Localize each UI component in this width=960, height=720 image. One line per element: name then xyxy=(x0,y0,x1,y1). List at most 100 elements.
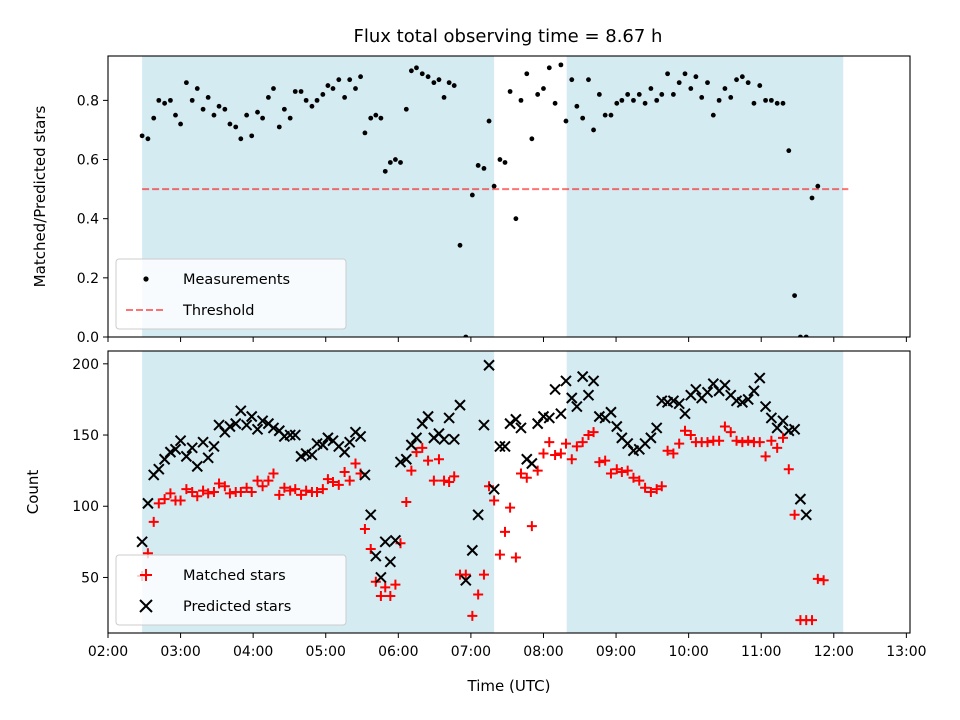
matched-star-point xyxy=(285,485,296,496)
measurement-point xyxy=(292,89,298,94)
predicted-star-point xyxy=(466,544,479,557)
predicted-star-point xyxy=(555,407,567,420)
measurement-point xyxy=(798,334,803,337)
legend-entry-label: Predicted stars xyxy=(183,599,291,615)
matched-star-point xyxy=(651,484,662,495)
matched-star-point xyxy=(359,524,370,535)
matched-star-point xyxy=(279,482,290,493)
measurement-point xyxy=(373,112,379,118)
predicted-star-point xyxy=(370,550,382,562)
measurement-point xyxy=(238,136,244,142)
matched-star-point xyxy=(743,435,754,446)
measurement-point xyxy=(757,83,763,88)
measurement-point xyxy=(654,97,660,103)
matched-star-point xyxy=(812,573,823,584)
matched-star-point xyxy=(725,427,736,438)
predicted-star-point xyxy=(208,440,220,453)
matched-star-point xyxy=(656,481,667,492)
measurement-point xyxy=(205,95,211,100)
x-tick-label: 06:00 xyxy=(378,644,418,660)
predicted-star-point xyxy=(142,497,154,510)
y-tick-label: 0.0 xyxy=(77,330,99,346)
measurement-point xyxy=(162,100,168,106)
matched-star-point xyxy=(760,451,771,462)
measurement-point xyxy=(580,115,586,121)
matched-star-point xyxy=(148,516,159,527)
measurement-point xyxy=(189,97,195,103)
predicted-star-point xyxy=(202,452,214,464)
predicted-star-point xyxy=(472,509,484,521)
matched-star-point xyxy=(628,472,639,483)
predicted-star-point xyxy=(438,433,450,446)
matched-star-point xyxy=(532,465,543,476)
measurement-point xyxy=(151,115,157,121)
matched-star-point xyxy=(165,488,176,499)
predicted-star-point xyxy=(443,412,455,424)
matched-star-point xyxy=(674,438,685,449)
predicted-star-point xyxy=(587,375,600,387)
matched-star-point xyxy=(594,457,605,468)
measurement-point xyxy=(803,334,809,337)
measurement-point xyxy=(541,86,546,91)
measurement-point xyxy=(569,77,575,83)
measurement-point xyxy=(815,183,821,189)
measurement-point xyxy=(451,83,457,88)
matched-star-point xyxy=(640,482,651,493)
matched-star-point xyxy=(777,432,788,443)
y-tick-label: 200 xyxy=(72,357,99,373)
measurement-point xyxy=(244,112,250,118)
matched-star-point xyxy=(153,498,164,509)
matched-star-point xyxy=(241,482,252,493)
matched-star-point xyxy=(401,496,412,507)
measurement-point xyxy=(739,74,745,80)
measurement-point xyxy=(481,166,487,171)
shaded-interval-2 xyxy=(566,56,844,337)
matched-star-point xyxy=(510,552,521,563)
predicted-star-point xyxy=(224,420,236,433)
matched-star-point xyxy=(515,468,526,479)
matched-star-point xyxy=(818,575,829,586)
predicted-star-point xyxy=(448,433,460,446)
measurement-point xyxy=(414,65,419,71)
matched-star-point xyxy=(181,484,192,495)
measurement-point xyxy=(227,121,233,127)
measurement-point xyxy=(408,68,414,74)
measurement-point xyxy=(586,77,591,83)
measurement-point xyxy=(745,80,751,86)
predicted-star-point xyxy=(754,372,766,384)
predicted-star-point xyxy=(742,393,754,406)
predicted-star-point xyxy=(499,440,511,453)
measurement-point xyxy=(558,62,564,68)
measurement-point xyxy=(314,97,320,103)
matched-star-point xyxy=(444,477,455,488)
measurement-point xyxy=(513,216,519,222)
matched-star-point xyxy=(772,442,783,453)
x-tick-label: 08:00 xyxy=(523,644,563,660)
matched-star-point xyxy=(439,475,450,486)
matched-star-point xyxy=(390,579,401,590)
top-panel-ratio: 0.0 0.2 0.4 0.6 0.8 Matched/Predicted stars Me… xyxy=(31,55,911,346)
matched-star-point xyxy=(719,421,730,432)
legend-predicted-marker xyxy=(139,599,153,613)
matched-star-point xyxy=(423,455,434,466)
measurement-point xyxy=(507,89,513,94)
measurement-point xyxy=(475,163,481,168)
matched-star-point xyxy=(192,491,203,502)
measurement-point xyxy=(591,127,596,133)
predicted-star-point xyxy=(375,571,387,584)
measurement-point xyxy=(425,74,431,80)
matched-star-point xyxy=(494,549,505,560)
measurement-point xyxy=(682,71,688,77)
measurement-point xyxy=(608,112,614,118)
x-tick-label: 02:00 xyxy=(88,644,128,660)
measurement-point xyxy=(387,160,393,165)
matched-star-point xyxy=(301,485,312,496)
measurement-point xyxy=(768,97,774,103)
predicted-star-point xyxy=(736,396,749,408)
predicted-star-point xyxy=(690,383,702,396)
predicted-star-point xyxy=(410,432,423,444)
predicted-star-point xyxy=(460,574,472,587)
axes-frame xyxy=(107,350,911,634)
predicted-star-point xyxy=(230,417,242,430)
measurement-point xyxy=(222,106,228,112)
